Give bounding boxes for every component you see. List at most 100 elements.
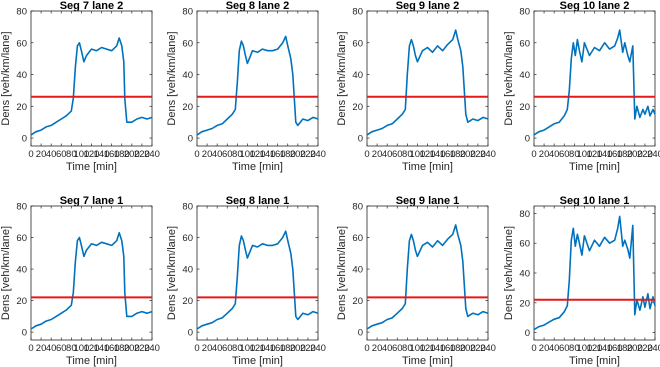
x-axis-label: Time [min] [232, 161, 283, 173]
y-tick-label: 40 [16, 265, 27, 276]
x-tick-label: 180 [617, 343, 633, 354]
y-tick-label: 0 [358, 328, 363, 339]
x-tick-label: 0 [531, 149, 536, 160]
subplot-4: Seg 10 lane 20 20 40 60 80100120140160180200… [503, 0, 660, 173]
y-tick-label: 40 [182, 265, 193, 276]
x-tick-label: 220 [300, 343, 316, 354]
density-series-line [196, 35, 319, 136]
x-tick-label: 220 [470, 149, 486, 160]
y-tick-label: 80 [182, 7, 193, 18]
y-tick-label: 0 [188, 134, 193, 145]
x-tick-label: 140 [94, 149, 110, 160]
x-tick-label: 20 [202, 149, 213, 160]
x-tick-label: 100 [73, 149, 89, 160]
x-tick-label: 100 [239, 149, 255, 160]
x-tick-label: 240 [480, 149, 496, 160]
x-tick-label: 20 [372, 149, 383, 160]
x-tick-label: 160 [104, 343, 120, 354]
x-tick-label: 0 [194, 149, 199, 160]
subplot-5: Seg 7 lane 10 20 40 60 801001201401601802002… [0, 195, 160, 367]
x-tick-label: 100 [239, 343, 255, 354]
y-tick-label: 60 [519, 239, 530, 250]
y-tick-label: 0 [22, 328, 27, 339]
x-tick-label: 180 [450, 343, 466, 354]
x-tick-label: 0 [194, 343, 199, 354]
chart-title: Seg 8 lane 2 [226, 0, 290, 12]
y-tick-label: 0 [358, 134, 363, 145]
y-axis-label: Dens [veh/km/lane] [166, 31, 178, 125]
subplot-7: Seg 9 lane 10 20 40 60 801001201401601802002… [336, 195, 496, 367]
subplot-2: Seg 8 lane 20 20 40 60 801001201401601802002… [166, 0, 326, 173]
x-tick-label: 80 [232, 343, 243, 354]
y-tick-label: 20 [182, 296, 193, 307]
y-tick-label: 80 [519, 7, 530, 18]
y-tick-label: 20 [352, 102, 363, 113]
y-tick-label: 40 [182, 70, 193, 81]
subplot-1: Seg 7 lane 20 20 40 60 801001201401601802002… [0, 0, 160, 173]
density-series-line [533, 29, 656, 136]
x-tick-label: 20 [36, 343, 47, 354]
y-tick-label: 60 [182, 38, 193, 49]
x-tick-label: 80 [569, 343, 580, 354]
x-tick-label: 180 [450, 149, 466, 160]
x-tick-label: 40 [46, 149, 57, 160]
density-series-line [366, 29, 489, 136]
x-tick-label: 200 [290, 149, 306, 160]
x-tick-label: 100 [576, 149, 592, 160]
x-tick-label: 0 [28, 149, 33, 160]
plot-area [196, 205, 319, 341]
x-tick-label: 180 [114, 149, 130, 160]
x-tick-label: 180 [617, 149, 633, 160]
x-tick-label: 200 [290, 343, 306, 354]
y-tick-label: 0 [525, 134, 530, 145]
x-tick-label: 140 [597, 149, 613, 160]
x-tick-label: 0 [28, 343, 33, 354]
y-tick-label: 80 [16, 202, 27, 213]
subplot-3: Seg 9 lane 20 20 40 60 801001201401601802002… [336, 0, 496, 173]
x-tick-label: 60 [392, 343, 403, 354]
y-tick-label: 60 [16, 38, 27, 49]
x-tick-label: 20 [372, 343, 383, 354]
x-axis-label: Time [min] [66, 355, 117, 367]
x-tick-label: 80 [66, 343, 77, 354]
x-tick-label: 120 [250, 343, 266, 354]
x-tick-label: 100 [409, 343, 425, 354]
y-axis-label: Dens [veh/km/lane] [503, 226, 515, 320]
x-tick-label: 140 [94, 343, 110, 354]
x-tick-label: 240 [144, 343, 160, 354]
x-axis-label: Time [min] [402, 161, 453, 173]
y-axis-label: Dens [veh/km/lane] [166, 226, 178, 320]
x-tick-label: 120 [420, 149, 436, 160]
x-tick-label: 200 [627, 343, 643, 354]
y-tick-label: 20 [519, 102, 530, 113]
y-tick-label: 20 [519, 298, 530, 309]
x-tick-label: 80 [402, 343, 413, 354]
x-tick-label: 240 [144, 149, 160, 160]
x-tick-label: 240 [310, 343, 326, 354]
x-tick-label: 140 [260, 149, 276, 160]
x-tick-label: 20 [539, 149, 550, 160]
plot-area [30, 10, 153, 147]
x-tick-label: 220 [300, 149, 316, 160]
x-tick-label: 160 [607, 343, 623, 354]
subplot-6: Seg 8 lane 10 20 40 60 801001201401601802002… [166, 195, 326, 367]
x-tick-label: 80 [569, 149, 580, 160]
x-tick-label: 140 [430, 149, 446, 160]
x-tick-label: 240 [310, 149, 326, 160]
x-tick-label: 60 [559, 149, 570, 160]
density-series-line [30, 37, 153, 136]
chart-title: Seg 10 lane 1 [560, 195, 630, 207]
x-tick-label: 180 [280, 343, 296, 354]
x-tick-label: 220 [470, 343, 486, 354]
x-tick-label: 100 [409, 149, 425, 160]
x-tick-label: 40 [46, 343, 57, 354]
y-tick-label: 40 [519, 269, 530, 280]
chart-title: Seg 9 lane 1 [396, 195, 460, 207]
x-tick-label: 40 [549, 149, 560, 160]
x-tick-label: 160 [440, 343, 456, 354]
x-tick-label: 180 [114, 343, 130, 354]
x-tick-label: 220 [134, 149, 150, 160]
y-tick-label: 60 [352, 233, 363, 244]
x-tick-label: 200 [627, 149, 643, 160]
y-tick-label: 40 [352, 70, 363, 81]
